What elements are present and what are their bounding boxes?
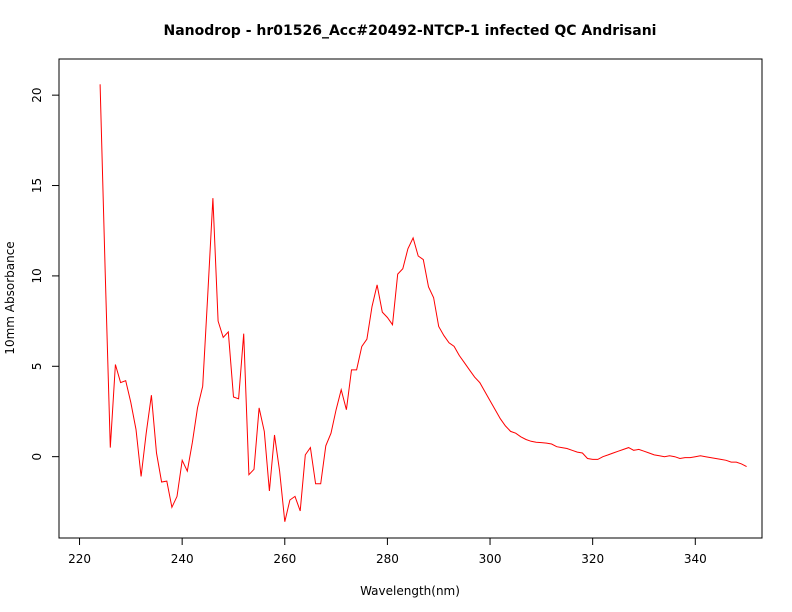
absorbance-series-line: [99, 84, 747, 522]
x-axis-title: Wavelength(nm): [360, 584, 460, 598]
y-tick-label: 15: [30, 178, 44, 193]
y-tick-label: 10: [30, 268, 44, 283]
y-tick-label: 20: [30, 88, 44, 103]
y-axis: 0 5 10 15 20: [30, 88, 59, 461]
x-tick-label: 220: [68, 552, 91, 566]
x-axis: 220 240 260 280 300 320 340: [68, 538, 707, 566]
y-tick-label: 5: [30, 362, 44, 370]
x-tick-label: 260: [273, 552, 296, 566]
x-tick-label: 240: [171, 552, 194, 566]
y-tick-label: 0: [30, 453, 44, 461]
plot-area: [99, 84, 747, 522]
x-tick-label: 320: [581, 552, 604, 566]
x-tick-label: 300: [479, 552, 502, 566]
x-tick-label: 280: [376, 552, 399, 566]
plot-frame: [58, 58, 763, 539]
y-axis-title: 10mm Absorbance: [3, 241, 17, 354]
chart-title: Nanodrop - hr01526_Acc#20492-NTCP-1 infe…: [164, 23, 657, 39]
x-tick-label: 340: [684, 552, 707, 566]
